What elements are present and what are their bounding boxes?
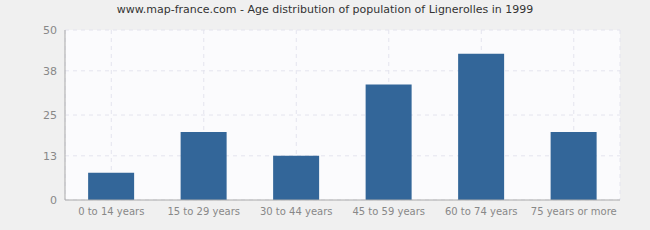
svg-text:0 to 14 years: 0 to 14 years [78, 206, 144, 217]
svg-text:75 years or more: 75 years or more [531, 206, 617, 217]
svg-text:25: 25 [43, 109, 57, 122]
svg-text:15 to 29 years: 15 to 29 years [167, 206, 240, 217]
svg-text:13: 13 [43, 150, 57, 163]
svg-text:45 to 59 years: 45 to 59 years [352, 206, 425, 217]
svg-text:60 to 74 years: 60 to 74 years [445, 206, 518, 217]
svg-text:0: 0 [50, 194, 57, 207]
svg-text:50: 50 [43, 24, 57, 37]
html-text:www.map-france.com - Age distr: www.map-france.com - Age distribution of… [116, 3, 534, 16]
svg-text:38: 38 [43, 65, 57, 78]
svg-text:30 to 44 years: 30 to 44 years [260, 206, 333, 217]
